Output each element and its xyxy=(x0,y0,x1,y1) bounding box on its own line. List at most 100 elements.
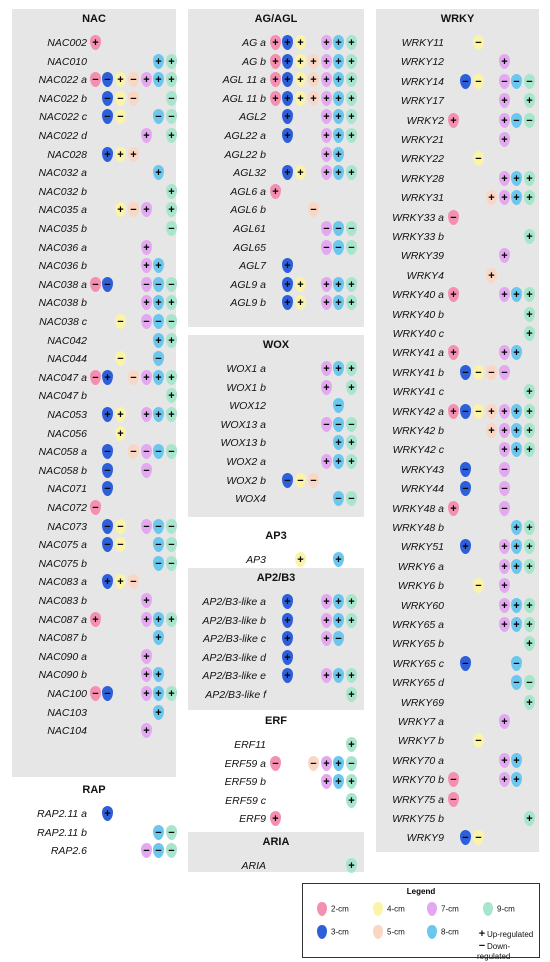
expression-mark-3cm: + xyxy=(102,806,113,821)
expression-mark-7cm: + xyxy=(321,379,332,395)
gene-row: WOX13 b + + xyxy=(188,435,364,451)
gene-row: NAC038 c − − − − xyxy=(12,314,177,330)
expression-mark-5cm: + xyxy=(308,72,319,88)
gene-name: AGL 11 a xyxy=(222,74,266,87)
gene-row: AGL32 + + + + + xyxy=(188,165,364,181)
gene-name: AP3 xyxy=(246,554,266,566)
gene-name: RAP2.11 a xyxy=(36,808,87,820)
gene-name: NAC036 a xyxy=(38,241,87,254)
expression-mark-9cm: − xyxy=(166,555,177,571)
expression-mark-9cm: + xyxy=(346,276,357,292)
gene-row: NAC044 − − xyxy=(12,351,176,367)
expression-mark-8cm: + xyxy=(333,90,344,106)
gene-name: WRKY48 b xyxy=(392,522,444,534)
gene-name: NAC100 xyxy=(47,688,87,700)
gene-row: WRKY9 − − xyxy=(376,830,539,846)
expression-mark-9cm: + xyxy=(346,35,357,50)
expression-mark-4cm: + xyxy=(115,574,126,590)
gene-row: WRKY48 b + + xyxy=(376,520,539,536)
expression-mark-5cm: − xyxy=(128,202,139,218)
expression-mark-7cm: + xyxy=(499,54,510,70)
expression-mark-8cm: + xyxy=(153,611,164,627)
gene-row: WOX12 − xyxy=(188,398,364,414)
gene-row: AGL6 a + xyxy=(188,183,364,200)
legend-label: 8-cm xyxy=(441,927,459,937)
expression-mark-4cm: + xyxy=(295,90,306,106)
gene-row: WOX1 b + + xyxy=(188,379,364,396)
gene-name: WRKY69 xyxy=(400,696,444,709)
gene-name: ERF11 xyxy=(234,739,266,751)
gene-row: NAC056 + xyxy=(12,425,176,442)
expression-mark-7cm: + xyxy=(321,755,332,771)
expression-mark-7cm: + xyxy=(141,258,152,274)
legend-item-2cm: 2-cm xyxy=(317,902,349,916)
gene-row: ERF11 + xyxy=(188,737,364,753)
gene-row: NAC053 + + + + + xyxy=(12,407,177,423)
gene-name: AGL2 xyxy=(239,111,266,124)
expression-mark-9cm: − xyxy=(346,755,357,771)
expression-mark-8cm: − xyxy=(511,73,522,89)
expression-mark-4cm: + xyxy=(295,276,306,292)
panel-title: AP3 xyxy=(265,530,287,542)
gene-name: WRKY6 b xyxy=(397,580,444,593)
gene-name: WOX4 xyxy=(235,493,266,506)
gene-row: WRKY39 + xyxy=(376,248,539,264)
gene-name: WOX12 xyxy=(229,400,266,413)
expression-mark-3cm: + xyxy=(102,369,113,385)
expression-mark-9cm: + xyxy=(166,128,177,143)
gene-row: AGL9 a + + + + + xyxy=(188,276,364,293)
expression-mark-3cm: − xyxy=(102,109,113,125)
expression-mark-7cm: + xyxy=(141,72,152,88)
legend-down: − Down-regulated xyxy=(477,940,539,961)
expression-mark-8cm: + xyxy=(153,630,164,646)
gene-name: WRKY6 a xyxy=(397,560,444,573)
expression-mark-8cm: + xyxy=(333,109,344,125)
gene-row: NAC022 a − − + − + + + xyxy=(12,72,177,88)
expression-mark-3cm: − xyxy=(460,830,471,846)
expression-mark-8cm: + xyxy=(511,442,522,458)
panel-title: RAP xyxy=(82,784,106,796)
expression-mark-8cm: − xyxy=(333,221,344,236)
gene-name: NAC053 xyxy=(47,409,87,421)
expression-mark-9cm: − xyxy=(166,276,177,292)
expression-mark-7cm: + xyxy=(321,146,332,162)
expression-mark-4cm: + xyxy=(115,425,126,441)
expression-mark-5cm: + xyxy=(486,190,497,206)
expression-mark-2cm: + xyxy=(270,35,281,50)
gene-row: WRKY17 + + xyxy=(376,93,539,109)
gene-row: WRKY60 + + + xyxy=(376,597,539,614)
gene-row: WRKY70 a + + xyxy=(376,752,539,769)
expression-mark-3cm: − xyxy=(102,72,113,88)
expression-mark-8cm: + xyxy=(153,332,164,348)
expression-mark-3cm: + xyxy=(282,668,293,684)
expression-mark-7cm: + xyxy=(499,345,510,361)
gene-row: WRKY42 c + + + xyxy=(376,442,539,458)
gene-name: AG a xyxy=(242,37,266,49)
gene-row: AGL2 + + + + xyxy=(188,109,364,125)
gene-name: RAP2.11 b xyxy=(36,826,87,839)
gene-row: AP2/B3-like a + + + + xyxy=(188,594,364,610)
expression-mark-8cm: + xyxy=(153,295,164,311)
expression-mark-9cm: + xyxy=(166,369,177,385)
expression-mark-9cm: − xyxy=(166,843,177,859)
expression-mark-7cm: + xyxy=(141,593,152,608)
gene-name: NAC083 a xyxy=(38,576,87,589)
gene-name: NAC042 xyxy=(47,334,87,347)
expression-mark-8cm: + xyxy=(511,170,522,186)
expression-mark-8cm: + xyxy=(333,72,344,88)
expression-mark-9cm: + xyxy=(524,636,535,652)
expression-mark-4cm: − xyxy=(473,733,484,749)
expression-mark-9cm: + xyxy=(346,165,357,181)
expression-mark-8cm: + xyxy=(511,287,522,303)
expression-mark-5cm: + xyxy=(486,267,497,283)
gene-name: WRKY11 xyxy=(401,37,444,49)
gene-name: WRKY44 xyxy=(400,483,444,496)
expression-mark-5cm: − xyxy=(486,364,497,380)
expression-mark-4cm: + xyxy=(115,407,126,422)
gene-row: NAC047 a − + − + + + xyxy=(12,369,177,386)
gene-name: WRKY42 b xyxy=(392,425,444,437)
gene-name: WOX1 b xyxy=(226,381,266,394)
gene-row: WRKY40 a + + + + xyxy=(376,287,539,303)
expression-mark-8cm: + xyxy=(333,594,344,609)
expression-mark-9cm: − xyxy=(166,518,177,534)
